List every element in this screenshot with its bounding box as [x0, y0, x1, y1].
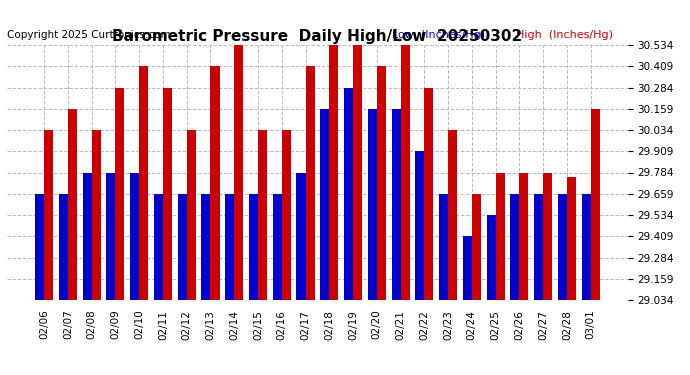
Bar — [59, 194, 68, 300]
Bar — [495, 172, 504, 300]
Bar — [415, 151, 424, 300]
Bar — [320, 109, 329, 300]
Bar — [249, 194, 258, 300]
Bar — [448, 130, 457, 300]
Bar — [543, 172, 552, 300]
Bar — [178, 194, 187, 300]
Bar — [591, 109, 600, 300]
Bar — [83, 172, 92, 300]
Bar — [582, 194, 591, 300]
Bar — [511, 194, 520, 300]
Bar — [534, 194, 543, 300]
Bar — [210, 66, 219, 300]
Bar — [44, 130, 53, 300]
Bar — [344, 87, 353, 300]
Bar — [282, 130, 290, 300]
Bar — [567, 177, 576, 300]
Bar — [377, 66, 386, 300]
Bar — [258, 130, 267, 300]
Bar — [139, 66, 148, 300]
Bar — [35, 194, 44, 300]
Bar — [297, 172, 306, 300]
Bar — [201, 194, 210, 300]
Bar — [472, 194, 481, 300]
Bar — [439, 194, 448, 300]
Text: Copyright 2025 Curtronics.com: Copyright 2025 Curtronics.com — [7, 30, 170, 40]
Bar — [463, 236, 472, 300]
Bar — [106, 172, 115, 300]
Bar — [401, 45, 410, 300]
Bar — [368, 109, 377, 300]
Bar — [273, 194, 282, 300]
Bar — [329, 45, 338, 300]
Bar — [391, 109, 401, 300]
Text: High  (Inches/Hg): High (Inches/Hg) — [516, 30, 613, 40]
Bar — [163, 87, 172, 300]
Title: Barometric Pressure  Daily High/Low  20250302: Barometric Pressure Daily High/Low 20250… — [112, 29, 522, 44]
Bar — [154, 194, 163, 300]
Bar — [424, 87, 433, 300]
Bar — [115, 87, 124, 300]
Text: Low  (Inches/Hg): Low (Inches/Hg) — [392, 30, 485, 40]
Bar — [187, 130, 196, 300]
Bar — [353, 45, 362, 300]
Bar — [558, 194, 567, 300]
Bar — [306, 66, 315, 300]
Bar — [225, 194, 234, 300]
Bar — [130, 172, 139, 300]
Bar — [520, 172, 529, 300]
Bar — [68, 109, 77, 300]
Bar — [92, 130, 101, 300]
Bar — [234, 45, 244, 300]
Bar — [486, 215, 495, 300]
